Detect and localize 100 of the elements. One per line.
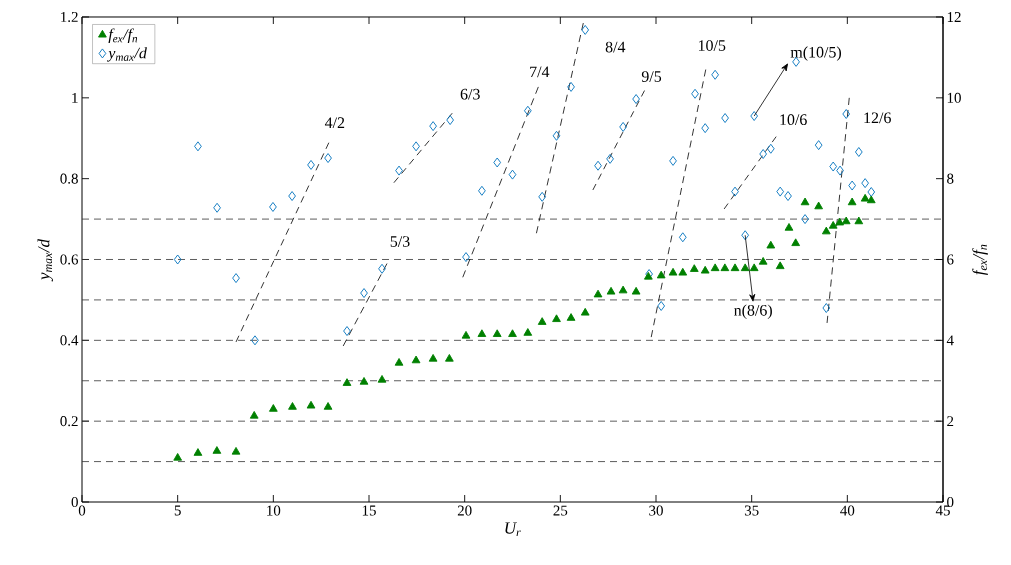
point — [784, 223, 794, 231]
point — [721, 113, 729, 123]
point — [306, 400, 316, 409]
y2-tick-label: 8 — [947, 173, 954, 184]
point — [766, 240, 776, 249]
point — [477, 329, 487, 337]
point — [829, 161, 838, 172]
point — [492, 329, 502, 337]
x-axis-title: U$_{r}$ — [505, 522, 521, 537]
x-tick-label: 40 — [840, 505, 855, 516]
y2-tick-label: 2 — [947, 416, 954, 427]
point — [668, 267, 678, 276]
point — [581, 24, 590, 35]
point — [173, 254, 182, 265]
point — [678, 232, 687, 243]
point — [173, 453, 183, 461]
point — [552, 130, 561, 141]
annotation: 9/5 — [641, 71, 662, 82]
point — [395, 165, 403, 176]
y-tick-label: 0 — [71, 496, 78, 508]
point — [821, 226, 831, 235]
point — [377, 374, 387, 383]
point — [800, 197, 810, 206]
point — [691, 88, 699, 99]
point — [741, 230, 749, 241]
y-tick-label: 0.6 — [60, 254, 79, 265]
point — [758, 256, 768, 265]
point — [538, 191, 546, 202]
x-tick-label: 10 — [267, 505, 281, 516]
point — [268, 404, 278, 412]
x-tick-label: 25 — [553, 505, 568, 516]
annotation: 4/2 — [324, 117, 345, 129]
point — [193, 448, 203, 456]
point — [566, 313, 576, 321]
point — [759, 149, 767, 159]
annotation: 8/4 — [605, 41, 626, 53]
point — [478, 185, 486, 196]
annotation: 5/3 — [390, 236, 410, 247]
x-tick-label: 30 — [649, 505, 663, 516]
point — [446, 115, 454, 126]
point — [462, 252, 470, 263]
point — [508, 169, 517, 180]
point — [822, 303, 831, 313]
point — [288, 191, 296, 201]
point — [775, 261, 785, 270]
point — [710, 263, 720, 272]
point — [594, 160, 602, 171]
point — [342, 378, 352, 386]
annotation: 7/4 — [530, 66, 550, 78]
y2-tick-label: 4 — [946, 335, 954, 346]
point — [701, 123, 709, 134]
annotation: m(10/5) — [790, 46, 842, 61]
point — [324, 153, 332, 163]
point — [750, 111, 758, 121]
x-tick-label: 15 — [362, 505, 376, 516]
x-tick-label: 5 — [174, 505, 181, 516]
point — [461, 330, 471, 339]
point — [606, 286, 616, 295]
legend-label: y$_{max}$/d — [106, 47, 147, 62]
point — [537, 317, 547, 325]
x-tick-label: 20 — [457, 505, 472, 516]
point — [841, 216, 851, 225]
legend-label: f$_{ex}$/f$_{n}$ — [108, 28, 138, 44]
point — [428, 353, 438, 362]
point — [429, 121, 437, 132]
point — [508, 329, 517, 337]
point — [657, 301, 665, 311]
point — [632, 94, 640, 104]
point — [700, 265, 710, 274]
point — [212, 446, 222, 454]
point — [678, 267, 688, 276]
point — [412, 141, 420, 152]
point — [378, 263, 386, 274]
point — [766, 143, 775, 154]
point — [307, 159, 315, 170]
point — [323, 402, 333, 410]
point — [791, 238, 801, 247]
point — [847, 197, 857, 206]
x-tick-label: 45 — [935, 505, 950, 516]
point — [619, 121, 627, 132]
point — [801, 214, 809, 225]
point — [493, 157, 502, 168]
point — [249, 410, 259, 419]
point — [867, 187, 876, 197]
point — [194, 141, 202, 152]
point — [411, 355, 421, 364]
y-tick-label: 1 — [72, 92, 78, 103]
point — [749, 263, 759, 272]
point — [730, 263, 740, 272]
y2-tick-label: 10 — [947, 92, 961, 103]
point — [231, 446, 241, 455]
point — [784, 191, 792, 201]
point — [552, 314, 561, 323]
point — [711, 69, 719, 80]
y-tick-label: 0.4 — [60, 335, 79, 346]
point — [606, 153, 614, 164]
y2-axis-title: f$_{ex}$/f$_{n}$ — [972, 244, 988, 276]
point — [866, 195, 876, 204]
y-tick-label: 1.2 — [61, 11, 78, 23]
point — [656, 270, 666, 279]
